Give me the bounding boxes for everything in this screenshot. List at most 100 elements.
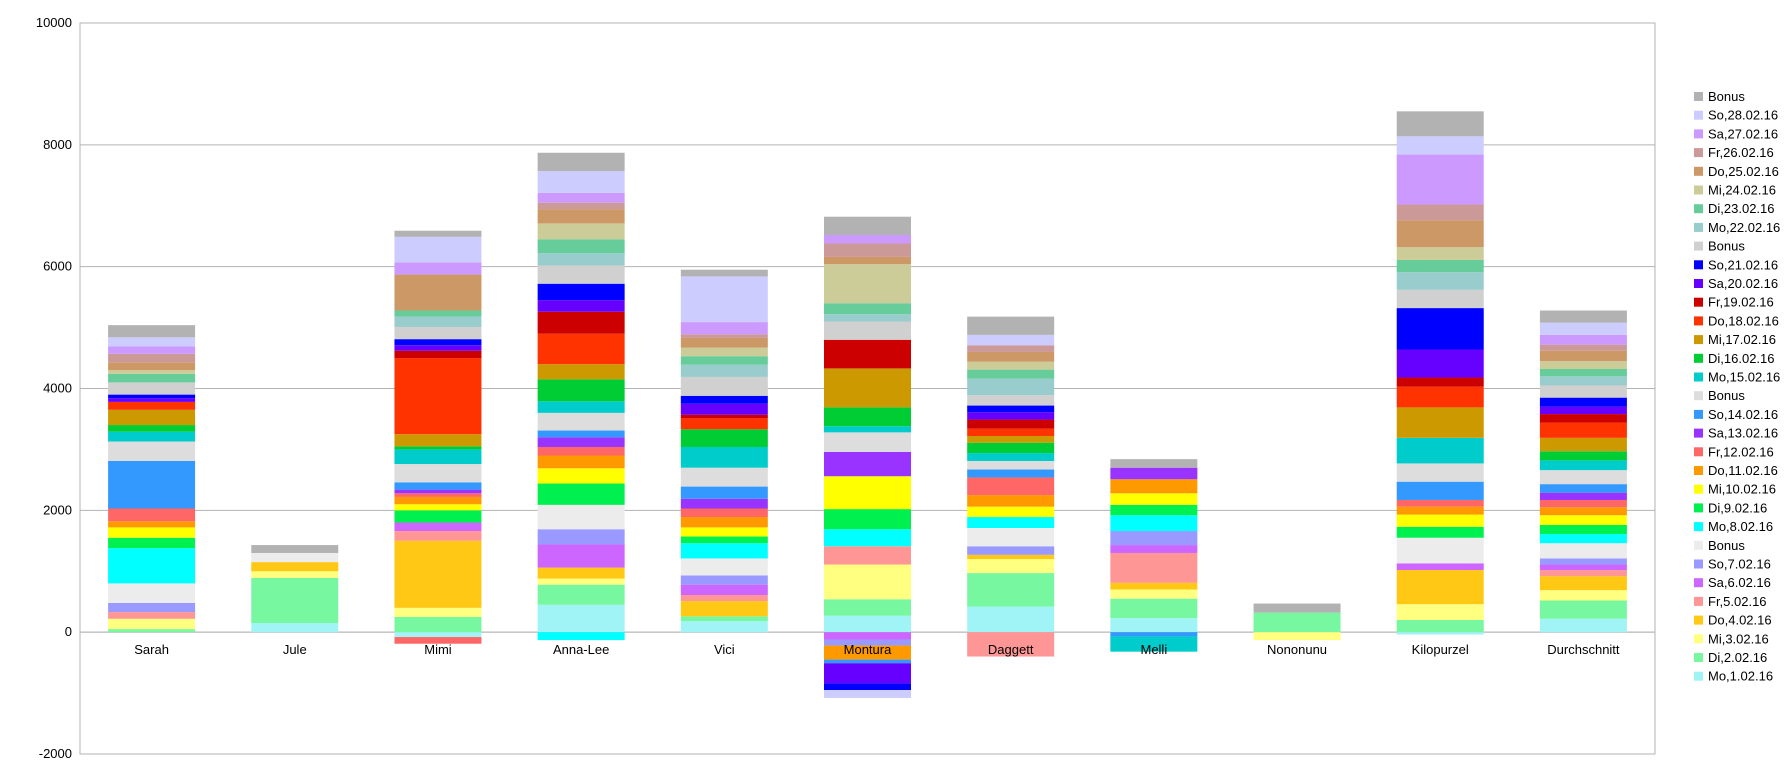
legend-swatch [1694, 110, 1703, 120]
bar-segment [824, 216, 911, 235]
bar-segment [1396, 514, 1484, 527]
bar-segment [967, 453, 1055, 461]
legend-label: Di,2.02.16 [1708, 650, 1767, 665]
bar-segment [394, 310, 482, 317]
legend-swatch [1694, 615, 1703, 625]
bar-segment [680, 356, 768, 365]
bar-segment [1539, 618, 1627, 633]
bar-segment [108, 521, 196, 528]
bar-segment [824, 368, 911, 408]
bar-segment [108, 373, 196, 383]
bar-segment [537, 401, 625, 413]
legend-swatch [1694, 484, 1703, 494]
plot-frame [79, 22, 1656, 755]
bar-segment [1539, 558, 1627, 565]
bar-segment [394, 339, 482, 346]
bar-segment [1396, 407, 1484, 438]
bar-segment [251, 623, 339, 633]
legend-swatch [1694, 204, 1703, 214]
bar-segment [680, 543, 768, 559]
bar-segment [967, 428, 1055, 437]
bar-segment [967, 469, 1055, 478]
legend-label: Fr,26.02.16 [1708, 145, 1774, 160]
bar-segment [680, 595, 768, 602]
legend-label: Sa,13.02.16 [1708, 426, 1778, 441]
bar-segment [394, 504, 482, 511]
bar-segment [108, 537, 196, 549]
bar-segment [967, 412, 1055, 420]
bar-segment [108, 409, 196, 426]
x-tick-label: Mimi [424, 642, 452, 657]
bar-segment [1396, 499, 1484, 507]
legend-label: Di,23.02.16 [1708, 201, 1775, 216]
legend-label: So,14.02.16 [1708, 407, 1778, 422]
bar-segment [1539, 515, 1627, 525]
bar-segment [1396, 386, 1484, 408]
legend-swatch [1694, 409, 1703, 419]
bar-segment [108, 548, 196, 584]
bar-segment [537, 192, 625, 203]
bar-segment [108, 398, 196, 402]
bar-segment [1539, 437, 1627, 452]
bar-segment [394, 531, 482, 541]
legend-swatch [1694, 129, 1703, 139]
bar-segment [967, 395, 1055, 406]
bar-segment [680, 418, 768, 430]
bar-segment [967, 351, 1055, 362]
bar-segment [1396, 349, 1484, 378]
bar-segment [680, 334, 768, 338]
bar-segment [537, 333, 625, 365]
legend-swatch [1694, 596, 1703, 606]
legend-swatch [1694, 222, 1703, 232]
bar-segment [1396, 111, 1484, 137]
bar-segment [108, 337, 196, 347]
bar-segment [537, 379, 625, 402]
bar-segment [108, 425, 196, 432]
legend-label: Mi,24.02.16 [1708, 183, 1776, 198]
bar-segment-negative [394, 632, 482, 638]
bar-segment [1396, 289, 1484, 309]
bar-segment [680, 536, 768, 544]
legend-label: Fr,19.02.16 [1708, 295, 1774, 310]
bar-segment [680, 414, 768, 419]
bar-segment [680, 621, 768, 633]
legend-label: Bonus [1708, 388, 1745, 403]
bar-segment [1396, 377, 1484, 387]
bar-segment [108, 394, 196, 399]
legend-swatch [1694, 466, 1703, 475]
bar-segment [680, 364, 768, 377]
bar-segment [537, 604, 625, 633]
legend-label: So,21.02.16 [1708, 257, 1778, 272]
bar-segment-negative [824, 645, 911, 660]
bar-segment [537, 253, 625, 266]
legend-swatch [1694, 559, 1703, 569]
bar-segment [1396, 154, 1484, 205]
bar-segment [1110, 493, 1198, 505]
bar-segment [537, 578, 625, 585]
bar-segment [967, 436, 1055, 443]
legend-label: Mi,3.02.16 [1708, 631, 1769, 646]
bar-segment [967, 554, 1055, 560]
bar-segment [1539, 543, 1627, 559]
bar-segment-negative [1396, 632, 1484, 635]
legend-swatch [1694, 297, 1703, 307]
bar-segment [1110, 479, 1198, 494]
bar-segment [537, 483, 625, 505]
bar-segment [1396, 526, 1484, 538]
legend-label: Do,11.02.16 [1708, 463, 1778, 478]
bar-segment [1539, 322, 1627, 335]
bar-segment-negative [824, 683, 911, 691]
bar-segment [1396, 204, 1484, 221]
bar-segment [1539, 397, 1627, 407]
bar-segment [1110, 598, 1198, 619]
bar-segment [1539, 564, 1627, 571]
legend-label: Bonus [1708, 89, 1745, 104]
bar-segment [537, 311, 625, 334]
bar-segment [967, 345, 1055, 352]
bar-segment [967, 573, 1055, 607]
bar-segment [1539, 524, 1627, 535]
bar-segment [1396, 437, 1484, 464]
bar-segment [824, 509, 911, 530]
x-axis: Sarah Jule Mimi Anna-Lee Vici Montura Daggett M… [134, 642, 1620, 657]
